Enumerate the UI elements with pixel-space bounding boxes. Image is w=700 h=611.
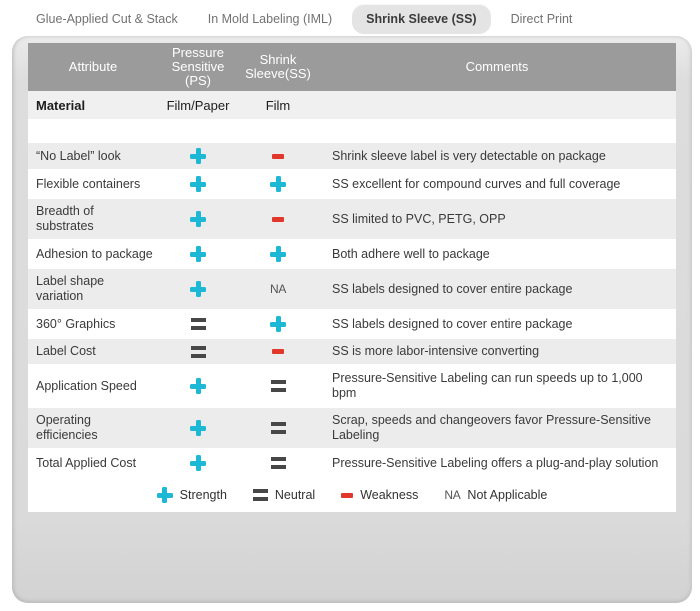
comment-cell: SS is more labor-intensive converting xyxy=(318,338,676,366)
tab-in-mold-labeling[interactable]: In Mold Labeling (IML) xyxy=(207,12,333,26)
attribute-cell: Label shape variation xyxy=(28,268,158,311)
table-header-row: Attribute Pressure Sensitive (PS) Shrink… xyxy=(28,43,676,91)
comparison-table: Attribute Pressure Sensitive (PS) Shrink… xyxy=(28,43,676,512)
comment-cell: Both adhere well to package xyxy=(318,240,676,269)
ps-rating-icon xyxy=(190,211,206,227)
ps-rating-icon xyxy=(190,455,206,471)
comment-cell: SS excellent for compound curves and ful… xyxy=(318,170,676,199)
legend-item-neutral: Neutral xyxy=(245,488,323,502)
ss-rating-icon xyxy=(272,153,284,159)
header-shrink-sleeve: Shrink Sleeve(SS) xyxy=(238,43,318,91)
attribute-cell: Adhesion to package xyxy=(28,240,158,269)
not-applicable-na-icon: NA xyxy=(444,488,461,502)
ss-rating-icon xyxy=(270,380,286,393)
comment-cell: SS limited to PVC, PETG, OPP xyxy=(318,198,676,241)
tab-panel-container: Attribute Pressure Sensitive (PS) Shrink… xyxy=(12,36,692,603)
ss-rating-icon xyxy=(270,316,286,332)
table-row: Breadth of substrates SS limited to PVC,… xyxy=(28,198,676,241)
ss-rating-icon xyxy=(270,246,286,262)
attribute-cell: Operating efficiencies xyxy=(28,407,158,450)
header-comments: Comments xyxy=(318,43,676,91)
comment-cell: Scrap, speeds and changeovers favor Pres… xyxy=(318,407,676,450)
header-attribute: Attribute xyxy=(28,43,158,91)
ps-rating-icon xyxy=(190,281,206,297)
neutral-equals-icon xyxy=(252,489,268,501)
table-row: Flexible containers SS excellent for com… xyxy=(28,170,676,199)
attribute-cell: Total Applied Cost xyxy=(28,449,158,478)
ss-rating-icon: NA xyxy=(269,281,287,296)
ps-rating-icon xyxy=(190,420,206,436)
legend-row: Strength Neutral Weakness NA xyxy=(28,477,676,512)
legend-label: Not Applicable xyxy=(467,488,548,502)
attribute-cell: “No Label” look xyxy=(28,143,158,171)
tab-bar: Glue-Applied Cut & Stack In Mold Labelin… xyxy=(26,0,582,38)
table-row: Label shape variation NA SS labels desig… xyxy=(28,268,676,311)
ss-rating-icon xyxy=(270,422,286,435)
legend-item-not-applicable: NA Not Applicable xyxy=(436,488,555,502)
table-row: Operating efficiencies Scrap, speeds and… xyxy=(28,407,676,450)
tab-glue-applied-cut-stack[interactable]: Glue-Applied Cut & Stack xyxy=(36,12,178,26)
table-row: Application Speed Pressure-Sensitive Lab… xyxy=(28,365,676,408)
ss-rating-icon xyxy=(270,176,286,192)
spacer-row xyxy=(28,119,676,143)
table-row: Label Cost SS is more labor-intensive co… xyxy=(28,338,676,366)
table-row: Adhesion to package Both adhere well to … xyxy=(28,240,676,269)
comment-cell: Pressure-Sensitive Labeling offers a plu… xyxy=(318,449,676,478)
attribute-cell: Breadth of substrates xyxy=(28,198,158,241)
tab-direct-print[interactable]: Direct Print xyxy=(510,12,573,26)
attribute-cell: Label Cost xyxy=(28,338,158,366)
material-label: Material xyxy=(28,91,158,119)
strength-plus-icon xyxy=(156,487,173,503)
legend-label: Neutral xyxy=(274,488,316,502)
legend-label: Weakness xyxy=(360,488,419,502)
legend: Strength Neutral Weakness NA xyxy=(29,487,675,503)
legend-item-weakness: Weakness xyxy=(333,488,426,502)
header-pressure-sensitive: Pressure Sensitive (PS) xyxy=(158,43,238,91)
ss-rating-icon xyxy=(272,216,284,222)
ps-rating-icon xyxy=(190,246,206,262)
material-ps-value: Film/Paper xyxy=(158,91,238,119)
material-ss-value: Film xyxy=(238,91,318,119)
ps-rating-icon xyxy=(190,176,206,192)
ps-rating-icon xyxy=(190,318,206,331)
weakness-minus-icon xyxy=(341,492,354,498)
comment-cell: SS labels designed to cover entire packa… xyxy=(318,268,676,311)
attribute-cell: Flexible containers xyxy=(28,170,158,199)
material-row: Material Film/Paper Film xyxy=(28,91,676,119)
comparison-panel: Attribute Pressure Sensitive (PS) Shrink… xyxy=(28,43,676,512)
ps-rating-icon xyxy=(190,148,206,164)
legend-item-strength: Strength xyxy=(149,487,235,503)
ps-rating-icon xyxy=(190,378,206,394)
ps-rating-icon xyxy=(190,345,206,358)
ss-rating-icon xyxy=(272,349,284,355)
attribute-cell: 360° Graphics xyxy=(28,310,158,339)
table-row: 360° Graphics SS labels designed to cove… xyxy=(28,310,676,339)
table-row: “No Label” look Shrink sleeve label is v… xyxy=(28,143,676,171)
comment-cell: Pressure-Sensitive Labeling can run spee… xyxy=(318,365,676,408)
comment-cell: Shrink sleeve label is very detectable o… xyxy=(318,143,676,171)
legend-label: Strength xyxy=(179,488,227,502)
comment-cell: SS labels designed to cover entire packa… xyxy=(318,310,676,339)
attribute-cell: Application Speed xyxy=(28,365,158,408)
ss-rating-icon xyxy=(270,457,286,470)
tab-shrink-sleeve[interactable]: Shrink Sleeve (SS) xyxy=(352,4,491,34)
table-row: Total Applied Cost Pressure-Sensitive La… xyxy=(28,449,676,478)
